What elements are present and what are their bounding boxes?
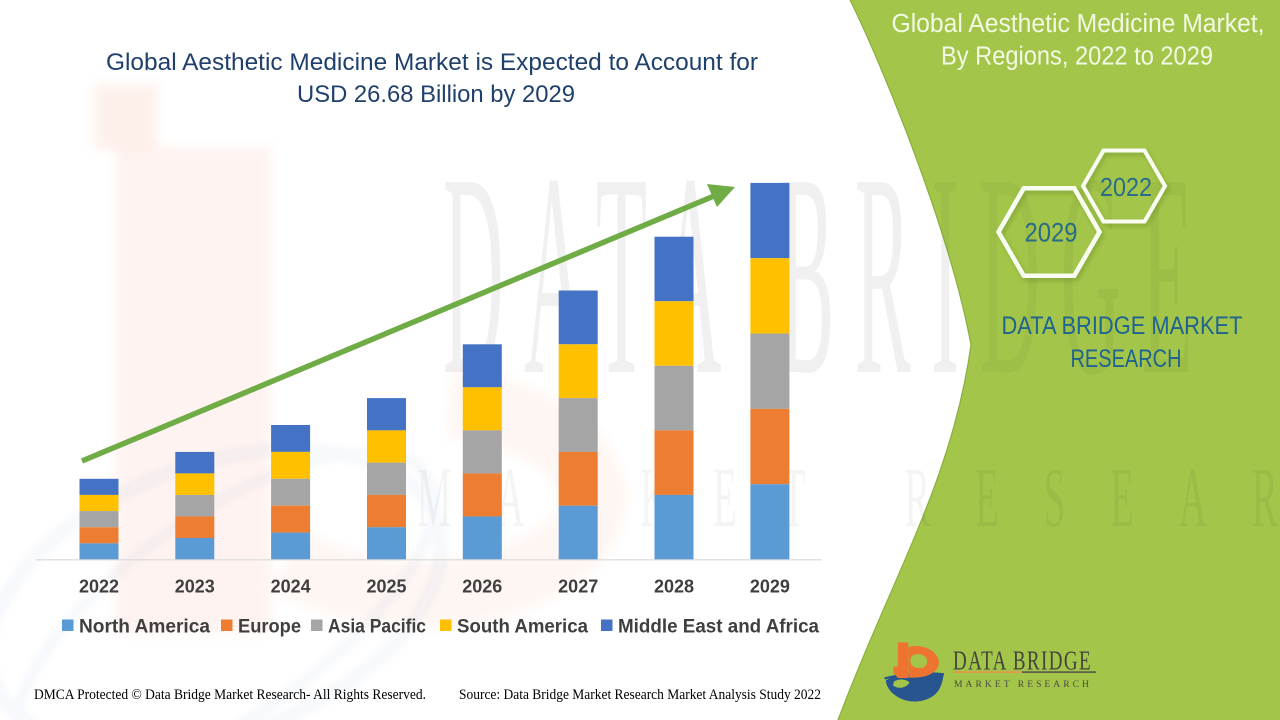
- svg-text:2022: 2022: [79, 577, 119, 597]
- svg-text:Source: Data Bridge Market Res: Source: Data Bridge Market Research Mark…: [459, 687, 821, 703]
- svg-text:DMCA Protected © Data Bridge M: DMCA Protected © Data Bridge Market Rese…: [34, 687, 426, 703]
- svg-text:By Regions, 2022 to 2029: By Regions, 2022 to 2029: [941, 43, 1213, 71]
- svg-text:2024: 2024: [271, 577, 311, 597]
- svg-text:2027: 2027: [558, 577, 598, 597]
- svg-text:2023: 2023: [175, 577, 215, 597]
- svg-text:RESEARCH: RESEARCH: [1071, 345, 1182, 373]
- svg-text:2026: 2026: [462, 577, 502, 597]
- svg-text:2022: 2022: [1100, 172, 1152, 202]
- svg-text:Global Aesthetic Medicine Mark: Global Aesthetic Medicine Market is Expe…: [106, 49, 758, 76]
- svg-text:DATA BRIDGE: DATA BRIDGE: [953, 646, 1092, 676]
- svg-text:North America: North America: [79, 617, 210, 638]
- svg-text:MARKET RESEARCH: MARKET RESEARCH: [954, 680, 1092, 690]
- svg-text:USD 26.68 Billion by 2029: USD 26.68 Billion by 2029: [297, 81, 575, 108]
- svg-text:South America: South America: [457, 617, 588, 638]
- svg-text:2029: 2029: [750, 577, 790, 597]
- svg-text:Global Aesthetic Medicine Mark: Global Aesthetic Medicine Market,: [892, 10, 1265, 38]
- svg-text:Asia Pacific: Asia Pacific: [328, 617, 426, 638]
- svg-text:Europe: Europe: [238, 617, 301, 638]
- svg-text:2028: 2028: [654, 577, 694, 597]
- svg-text:DATA BRIDGE MARKET: DATA BRIDGE MARKET: [1002, 312, 1243, 340]
- svg-text:2025: 2025: [366, 577, 406, 597]
- svg-text:2029: 2029: [1025, 218, 1078, 248]
- svg-text:Middle East and Africa: Middle East and Africa: [618, 617, 819, 638]
